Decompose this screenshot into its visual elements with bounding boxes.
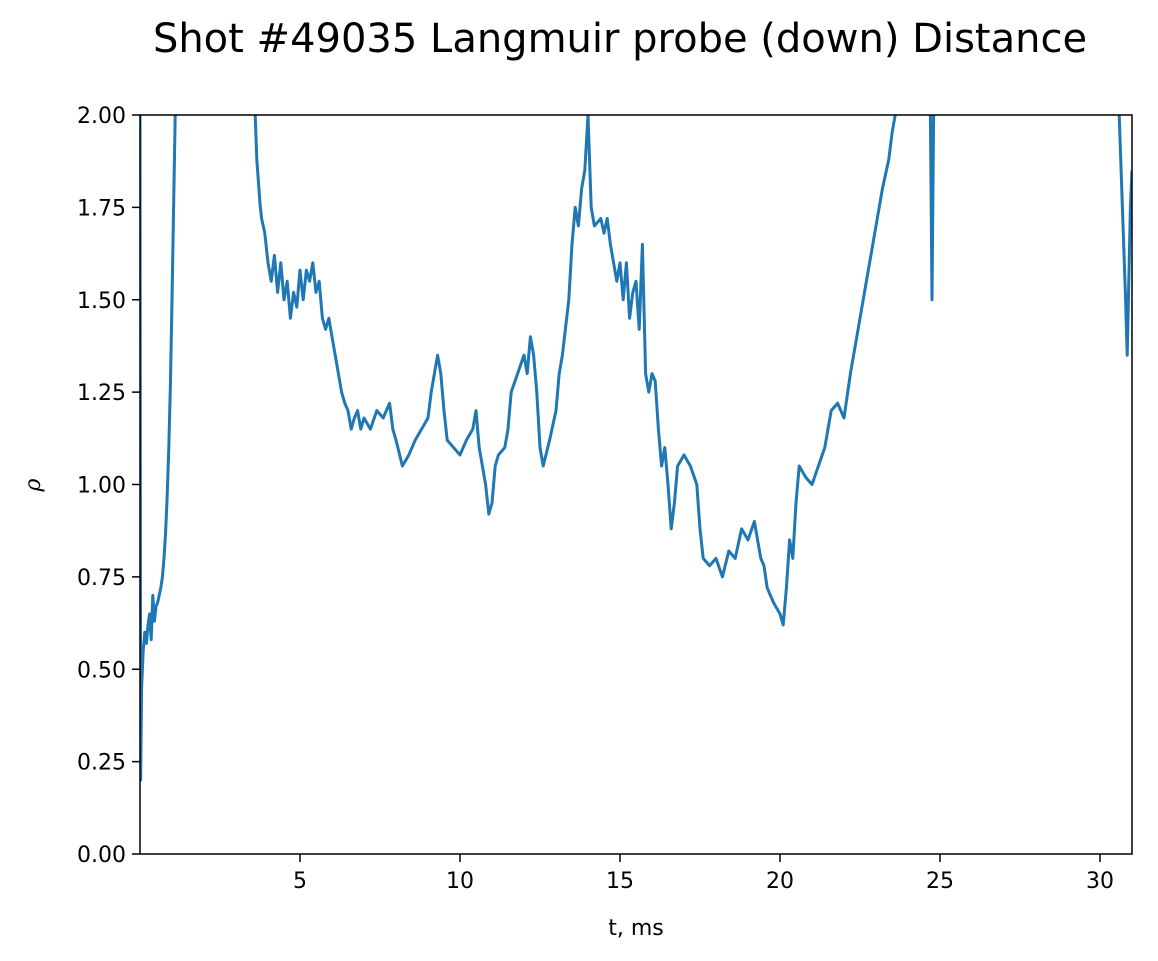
y-tick-label: 1.50: [77, 289, 126, 314]
series-line: [253, 115, 897, 627]
series-line: [1117, 115, 1132, 357]
y-tick-label: 1.00: [77, 474, 126, 499]
x-tick-label: 25: [926, 869, 954, 894]
x-tick-label: 20: [766, 869, 794, 894]
x-tick-label: 10: [446, 869, 474, 894]
x-axis-label: t, ms: [608, 916, 664, 941]
x-tick-label: 5: [293, 869, 307, 894]
series-line: [140, 115, 177, 782]
y-tick-label: 0.50: [77, 658, 126, 683]
y-axis-ticks: 0.00 0.25 0.50 0.75 1.00 1.25 1.50 1.75 2.00: [77, 104, 140, 868]
y-tick-label: 0.00: [77, 843, 126, 868]
x-tick-label: 30: [1086, 869, 1114, 894]
series-line: [928, 115, 936, 302]
x-tick-label: 15: [606, 869, 634, 894]
x-axis-ticks: 5 10 15 20 25 30: [293, 854, 1114, 894]
y-tick-label: 1.25: [77, 381, 126, 406]
chart-title: Shot #49035 Langmuir probe (down) Distan…: [153, 16, 1087, 62]
series-layer: [140, 115, 1132, 782]
y-tick-label: 2.00: [77, 104, 126, 129]
y-axis-label: ρ: [21, 478, 46, 492]
y-tick-label: 0.25: [77, 751, 126, 776]
y-tick-label: 0.75: [77, 566, 126, 591]
y-tick-label: 1.75: [77, 196, 126, 221]
